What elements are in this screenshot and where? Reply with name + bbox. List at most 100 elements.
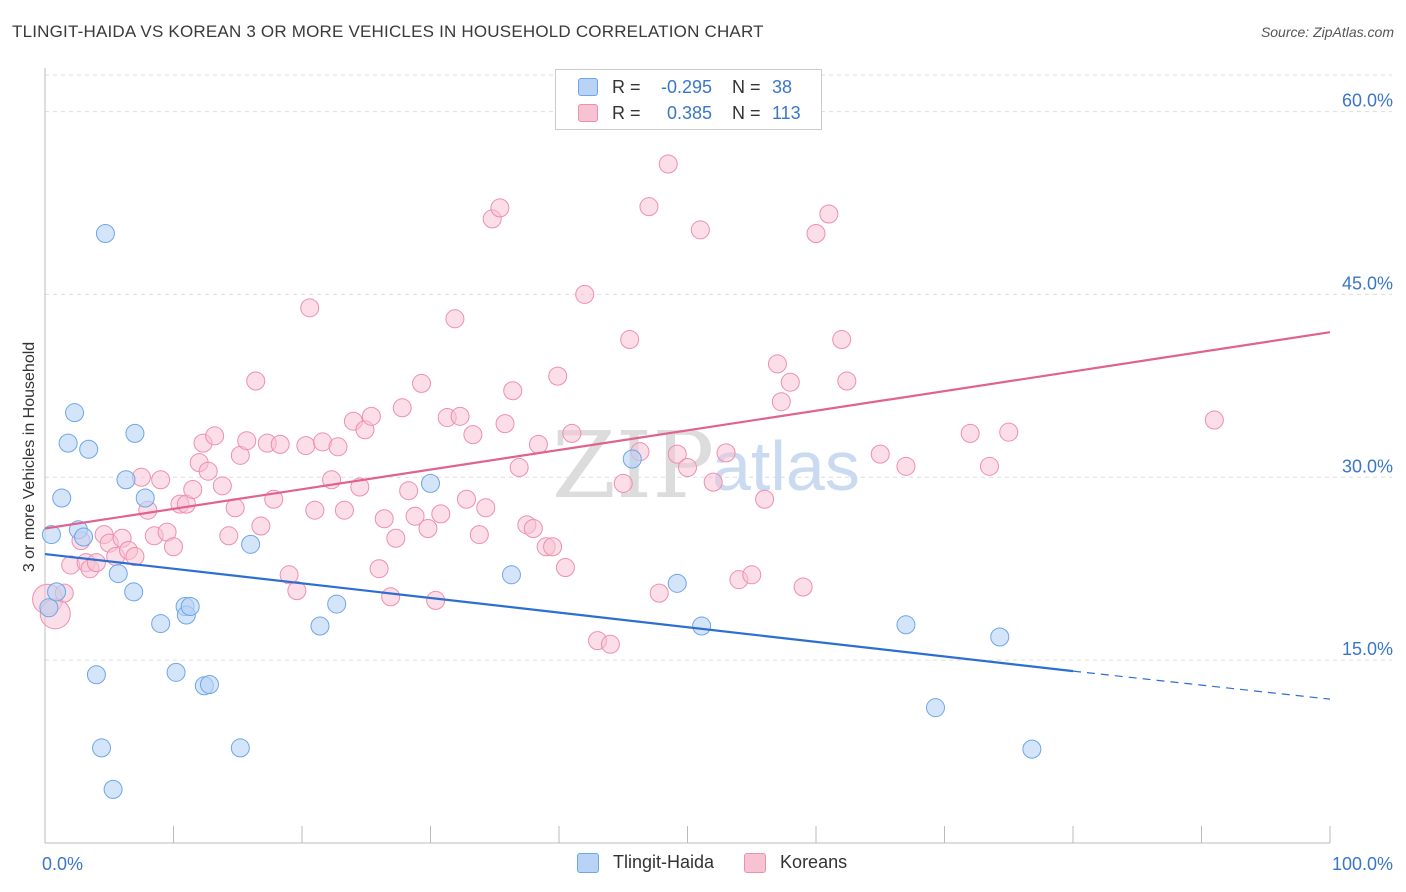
tlingit-haida-point bbox=[39, 598, 59, 618]
korean-point bbox=[328, 437, 348, 457]
korean-point bbox=[431, 504, 451, 524]
legend-r-value: 0.385 bbox=[666, 102, 712, 123]
tlingit-haida-trend-line bbox=[44, 552, 1074, 673]
tlingit-haida-point bbox=[52, 488, 72, 508]
y-tick-label: 60.0% bbox=[1342, 91, 1393, 111]
korean-point bbox=[999, 422, 1019, 442]
korean-point bbox=[755, 489, 775, 509]
tlingit-haida-point bbox=[926, 698, 946, 718]
korean-point bbox=[463, 425, 483, 445]
korean-point bbox=[237, 431, 257, 451]
legend-row-tlingit-haida: R = -0.295 N = 38 bbox=[578, 75, 792, 99]
tlingit-haida-point bbox=[108, 564, 128, 584]
axes bbox=[44, 68, 1331, 844]
tlingit-haida-point bbox=[230, 738, 250, 758]
tlingit-haida-point bbox=[667, 573, 687, 593]
gridlines bbox=[45, 74, 1392, 661]
legend-r-value: -0.295 bbox=[660, 76, 712, 97]
korean-point bbox=[870, 444, 890, 464]
korean-point bbox=[600, 634, 620, 654]
tlingit-haida-point bbox=[1022, 739, 1042, 759]
korean-point bbox=[386, 528, 406, 548]
korean-point bbox=[771, 392, 791, 412]
korean-point bbox=[960, 423, 980, 443]
tlingit-haida-point bbox=[65, 403, 85, 423]
tlingit-haida-point bbox=[86, 665, 106, 685]
legend-swatch-blue bbox=[577, 852, 599, 873]
korean-point bbox=[334, 500, 354, 520]
korean-point bbox=[183, 479, 203, 499]
korean-point bbox=[270, 434, 290, 454]
korean-point bbox=[381, 587, 401, 607]
tlingit-haida-point bbox=[103, 779, 123, 799]
legend-item-koreans[interactable]: Koreans bbox=[744, 852, 847, 873]
korean-point bbox=[374, 509, 394, 529]
korean-point bbox=[476, 498, 496, 518]
korean-point bbox=[837, 371, 857, 391]
korean-point bbox=[399, 481, 419, 501]
korean-point bbox=[405, 506, 425, 526]
tlingit-haida-point bbox=[125, 423, 145, 443]
korean-point bbox=[369, 559, 389, 579]
korean-point bbox=[151, 470, 171, 490]
legend-n-label: N = bbox=[732, 102, 761, 123]
korean-point bbox=[562, 423, 582, 443]
legend-n-value: 38 bbox=[772, 76, 793, 97]
korean-point bbox=[806, 223, 826, 243]
korean-point bbox=[300, 298, 320, 318]
korean-point bbox=[658, 154, 678, 174]
korean-point bbox=[548, 366, 568, 386]
korean-point bbox=[469, 525, 489, 545]
korean-point bbox=[509, 458, 529, 478]
korean-point bbox=[703, 472, 723, 492]
korean-point bbox=[279, 565, 299, 585]
korean-point bbox=[543, 537, 563, 557]
korean-point bbox=[896, 456, 916, 476]
tlingit-haida-point bbox=[180, 597, 200, 617]
korean-point bbox=[412, 373, 432, 393]
tlingit-haida-point bbox=[327, 594, 347, 614]
korean-point bbox=[649, 583, 669, 603]
koreans-trend-line bbox=[44, 331, 1331, 530]
legend-item-tlingit-haida[interactable]: Tlingit-Haida bbox=[577, 852, 714, 873]
korean-point bbox=[620, 330, 640, 350]
korean-point bbox=[418, 518, 438, 538]
korean-point bbox=[523, 518, 543, 538]
tlingit-haida-point bbox=[124, 582, 144, 602]
legend-label-tlingit-haida: Tlingit-Haida bbox=[613, 852, 715, 872]
korean-point bbox=[819, 204, 839, 224]
koreans-points bbox=[32, 154, 1224, 654]
tlingit-haida-point bbox=[92, 738, 112, 758]
legend-swatch-blue bbox=[578, 78, 598, 96]
tlingit-haida-point bbox=[199, 675, 219, 695]
tlingit-haida-point bbox=[47, 582, 67, 602]
x-tick-label-min: 0.0% bbox=[42, 854, 83, 874]
tlingit-haida-point bbox=[310, 616, 330, 636]
tlingit-haida-point bbox=[116, 470, 136, 490]
y-tick-label: 15.0% bbox=[1342, 639, 1393, 659]
legend-r-label: R = bbox=[612, 102, 641, 123]
korean-point bbox=[361, 406, 381, 426]
korean-point bbox=[251, 516, 271, 536]
korean-point bbox=[350, 477, 370, 497]
korean-point bbox=[445, 309, 465, 329]
tlingit-haida-point bbox=[95, 223, 115, 243]
legend-label-koreans: Koreans bbox=[780, 852, 848, 872]
korean-point bbox=[305, 500, 325, 520]
korean-point bbox=[767, 354, 787, 374]
korean-point bbox=[198, 461, 218, 481]
legend-swatch-pink bbox=[744, 852, 767, 873]
tlingit-haida-point bbox=[990, 627, 1010, 647]
korean-point bbox=[667, 444, 687, 464]
korean-point bbox=[450, 406, 470, 426]
tlingit-haida-point bbox=[501, 565, 521, 585]
korean-point bbox=[490, 198, 510, 218]
korean-point bbox=[528, 434, 548, 454]
tlingit-haida-point bbox=[896, 615, 916, 635]
tlingit-haida-point bbox=[41, 525, 61, 545]
korean-point bbox=[456, 489, 476, 509]
korean-point bbox=[164, 537, 183, 557]
y-tick-label: 30.0% bbox=[1342, 456, 1393, 476]
chart-title: TLINGIT-HAIDA VS KOREAN 3 OR MORE VEHICL… bbox=[12, 22, 764, 41]
tlingit-haida-point bbox=[241, 534, 261, 554]
